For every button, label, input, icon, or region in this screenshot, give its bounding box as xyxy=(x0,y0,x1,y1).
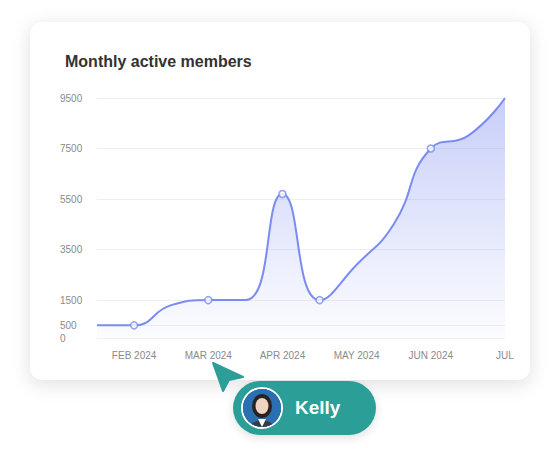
svg-text:APR 2024: APR 2024 xyxy=(260,350,306,361)
svg-text:JUL: JUL xyxy=(496,350,514,361)
svg-text:9500: 9500 xyxy=(60,93,83,104)
svg-text:0: 0 xyxy=(60,333,66,344)
svg-text:1500: 1500 xyxy=(60,295,83,306)
html-text:Kelly: Kelly xyxy=(295,397,341,418)
svg-text:MAR 2024: MAR 2024 xyxy=(185,350,233,361)
svg-text:5500: 5500 xyxy=(60,194,83,205)
svg-text:7500: 7500 xyxy=(60,143,83,154)
svg-text:Monthly active members: Monthly active members xyxy=(65,53,252,70)
svg-text:JUN 2024: JUN 2024 xyxy=(409,350,454,361)
svg-text:FEB 2024: FEB 2024 xyxy=(112,350,157,361)
svg-text:3500: 3500 xyxy=(60,244,83,255)
svg-text:MAY 2024: MAY 2024 xyxy=(334,350,380,361)
svg-text:500: 500 xyxy=(60,320,77,331)
